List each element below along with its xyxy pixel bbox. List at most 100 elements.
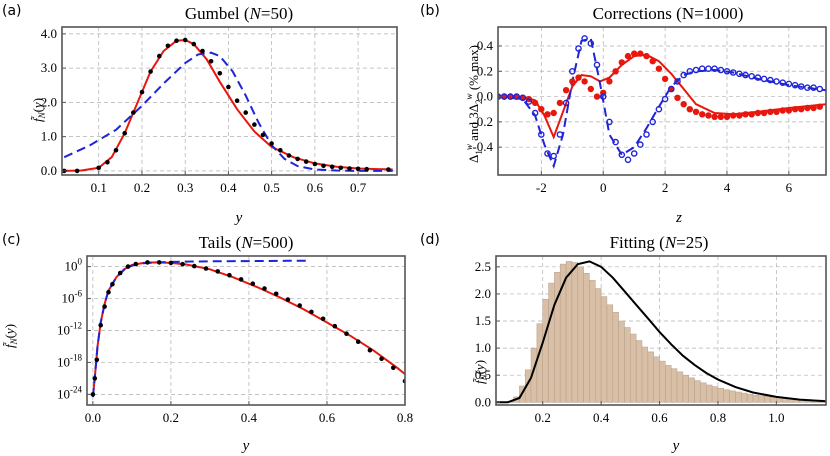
data-point — [736, 70, 743, 78]
histogram-bar — [676, 371, 684, 403]
data-point — [174, 38, 179, 43]
histogram-bar — [758, 395, 765, 403]
data-point — [624, 156, 632, 164]
chart-title: Gumbel (N=50) — [185, 4, 293, 23]
histogram-bar — [595, 288, 602, 403]
data-point — [692, 66, 700, 74]
panel-b: (b) Corrections (N=1000) z Δ1w and 3Δ2w … — [420, 3, 827, 226]
panel-label: (b) — [420, 3, 440, 19]
x-tick-label: 0 — [600, 180, 607, 195]
data-point — [773, 78, 780, 85]
data-point — [200, 48, 205, 54]
chart-title: Corrections (N=1000) — [593, 4, 744, 23]
histogram-bar — [659, 360, 666, 403]
data-point — [329, 164, 335, 170]
histogram-bar — [670, 368, 678, 403]
data-point — [367, 347, 373, 353]
x-tick-label: -2 — [536, 180, 547, 195]
panel-label: (c) — [2, 232, 21, 248]
x-tick-label: 0.3 — [177, 180, 193, 195]
data-point — [286, 153, 292, 158]
data-point — [227, 272, 232, 278]
data-point — [717, 113, 724, 121]
histogram-bar — [752, 394, 760, 403]
data-point — [110, 281, 115, 287]
data-point — [96, 165, 101, 171]
histogram-bar — [688, 377, 695, 403]
data-point — [106, 289, 111, 295]
data-point — [364, 166, 370, 172]
x-tick-label: 0.6 — [319, 410, 336, 425]
data-point — [575, 74, 582, 81]
data-point — [760, 75, 768, 83]
plot-frame — [86, 255, 406, 406]
data-point — [544, 111, 551, 118]
y-tick-label: -0.2 — [472, 114, 493, 129]
data-point — [92, 376, 98, 381]
data-point — [705, 112, 712, 119]
y-tick-label: 10-12 — [57, 321, 82, 338]
histogram-bar — [694, 380, 701, 403]
data-point — [379, 356, 384, 362]
panel-d: (d) Fitting (N=25) y f̃N(y) 0.2 0.4 0.6 0.8… — [420, 232, 827, 454]
data-point — [686, 68, 694, 75]
panel-label: (a) — [2, 3, 22, 19]
x-axis-label: y — [234, 210, 243, 226]
data-point — [252, 122, 257, 127]
histogram-bar — [682, 374, 689, 403]
y-tick-label: 1.5 — [475, 313, 491, 328]
data-point — [599, 93, 607, 100]
panel-label: (d) — [420, 232, 440, 248]
data-point — [606, 78, 613, 85]
y-tick-label: 0.5 — [475, 367, 491, 382]
x-tick-label: 1.0 — [768, 410, 784, 425]
data-point — [320, 316, 326, 322]
data-point — [742, 111, 749, 118]
x-tick-label: 0.5 — [264, 180, 280, 195]
data-point — [203, 266, 209, 271]
data-point — [587, 85, 594, 93]
data-point — [238, 277, 244, 282]
data-point — [699, 111, 706, 118]
histogram-bar — [764, 396, 771, 403]
data-point — [624, 52, 632, 60]
x-tick-label: 0.1 — [91, 180, 107, 195]
data-point — [569, 78, 576, 85]
histogram-bar — [723, 389, 730, 403]
histogram-bar — [641, 346, 649, 403]
x-tick-label: 0.8 — [710, 410, 726, 425]
data-point — [562, 87, 570, 94]
data-point — [102, 304, 107, 309]
data-point — [226, 84, 231, 90]
series-line-gumbel — [91, 259, 308, 398]
x-tick-label: 0.7 — [350, 180, 367, 195]
y-tick-label: 10-6 — [62, 289, 83, 306]
data-point — [74, 168, 80, 174]
data-point — [156, 260, 162, 265]
data-point — [705, 65, 712, 72]
data-point — [575, 45, 582, 52]
x-tick-label: 0.6 — [651, 410, 668, 425]
data-point — [680, 71, 688, 79]
x-tick-label: 0.2 — [535, 410, 551, 425]
histogram-bar — [706, 384, 713, 403]
x-tick-label: 0.4 — [241, 410, 258, 425]
data-point — [133, 261, 139, 267]
data-point — [730, 112, 737, 119]
data-point — [661, 95, 669, 103]
x-tick-label: 0.0 — [85, 410, 101, 425]
data-point — [655, 65, 663, 72]
data-point — [797, 83, 805, 90]
x-tick-label: 0.2 — [134, 180, 150, 195]
data-point — [637, 50, 644, 57]
histogram-bar — [630, 333, 637, 403]
data-point — [785, 107, 793, 114]
data-point — [680, 101, 687, 108]
data-point — [113, 148, 119, 153]
data-point — [668, 85, 675, 93]
data-point — [303, 159, 309, 164]
data-point — [550, 152, 558, 160]
series-line-gumbel — [63, 51, 393, 172]
data-point — [117, 270, 123, 276]
data-point — [816, 85, 824, 93]
